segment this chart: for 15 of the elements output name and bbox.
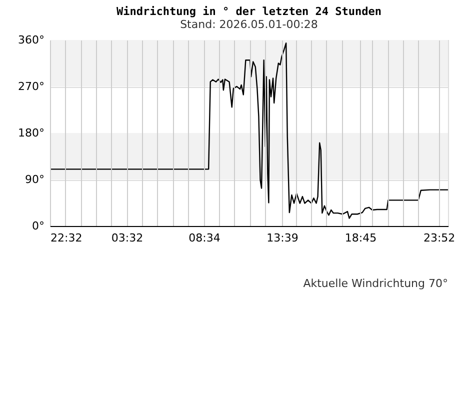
x-tick-label: 08:34 [188, 232, 220, 244]
chart-subtitle: Stand: 2026.05.01-00:28 [180, 18, 318, 31]
x-tick-label: 18:45 [344, 232, 377, 244]
x-tick-label: 23:52 [423, 232, 456, 244]
x-tick-label: 22:32 [50, 232, 82, 244]
chart-title: Windrichtung in ° der letzten 24 Stunden [116, 5, 382, 18]
y-tick-label: 90° [25, 173, 44, 186]
y-tick-label: 180° [18, 126, 44, 140]
y-tick-label: 0° [32, 220, 44, 232]
y-tick-label: 360° [18, 34, 44, 46]
x-tick-label: 03:32 [111, 232, 144, 244]
y-tick-label: 270° [18, 80, 44, 93]
x-tick-label: 13:39 [266, 232, 298, 244]
text: Aktuelle Windrichtung 70° [303, 277, 448, 290]
line-series [50, 42, 448, 219]
